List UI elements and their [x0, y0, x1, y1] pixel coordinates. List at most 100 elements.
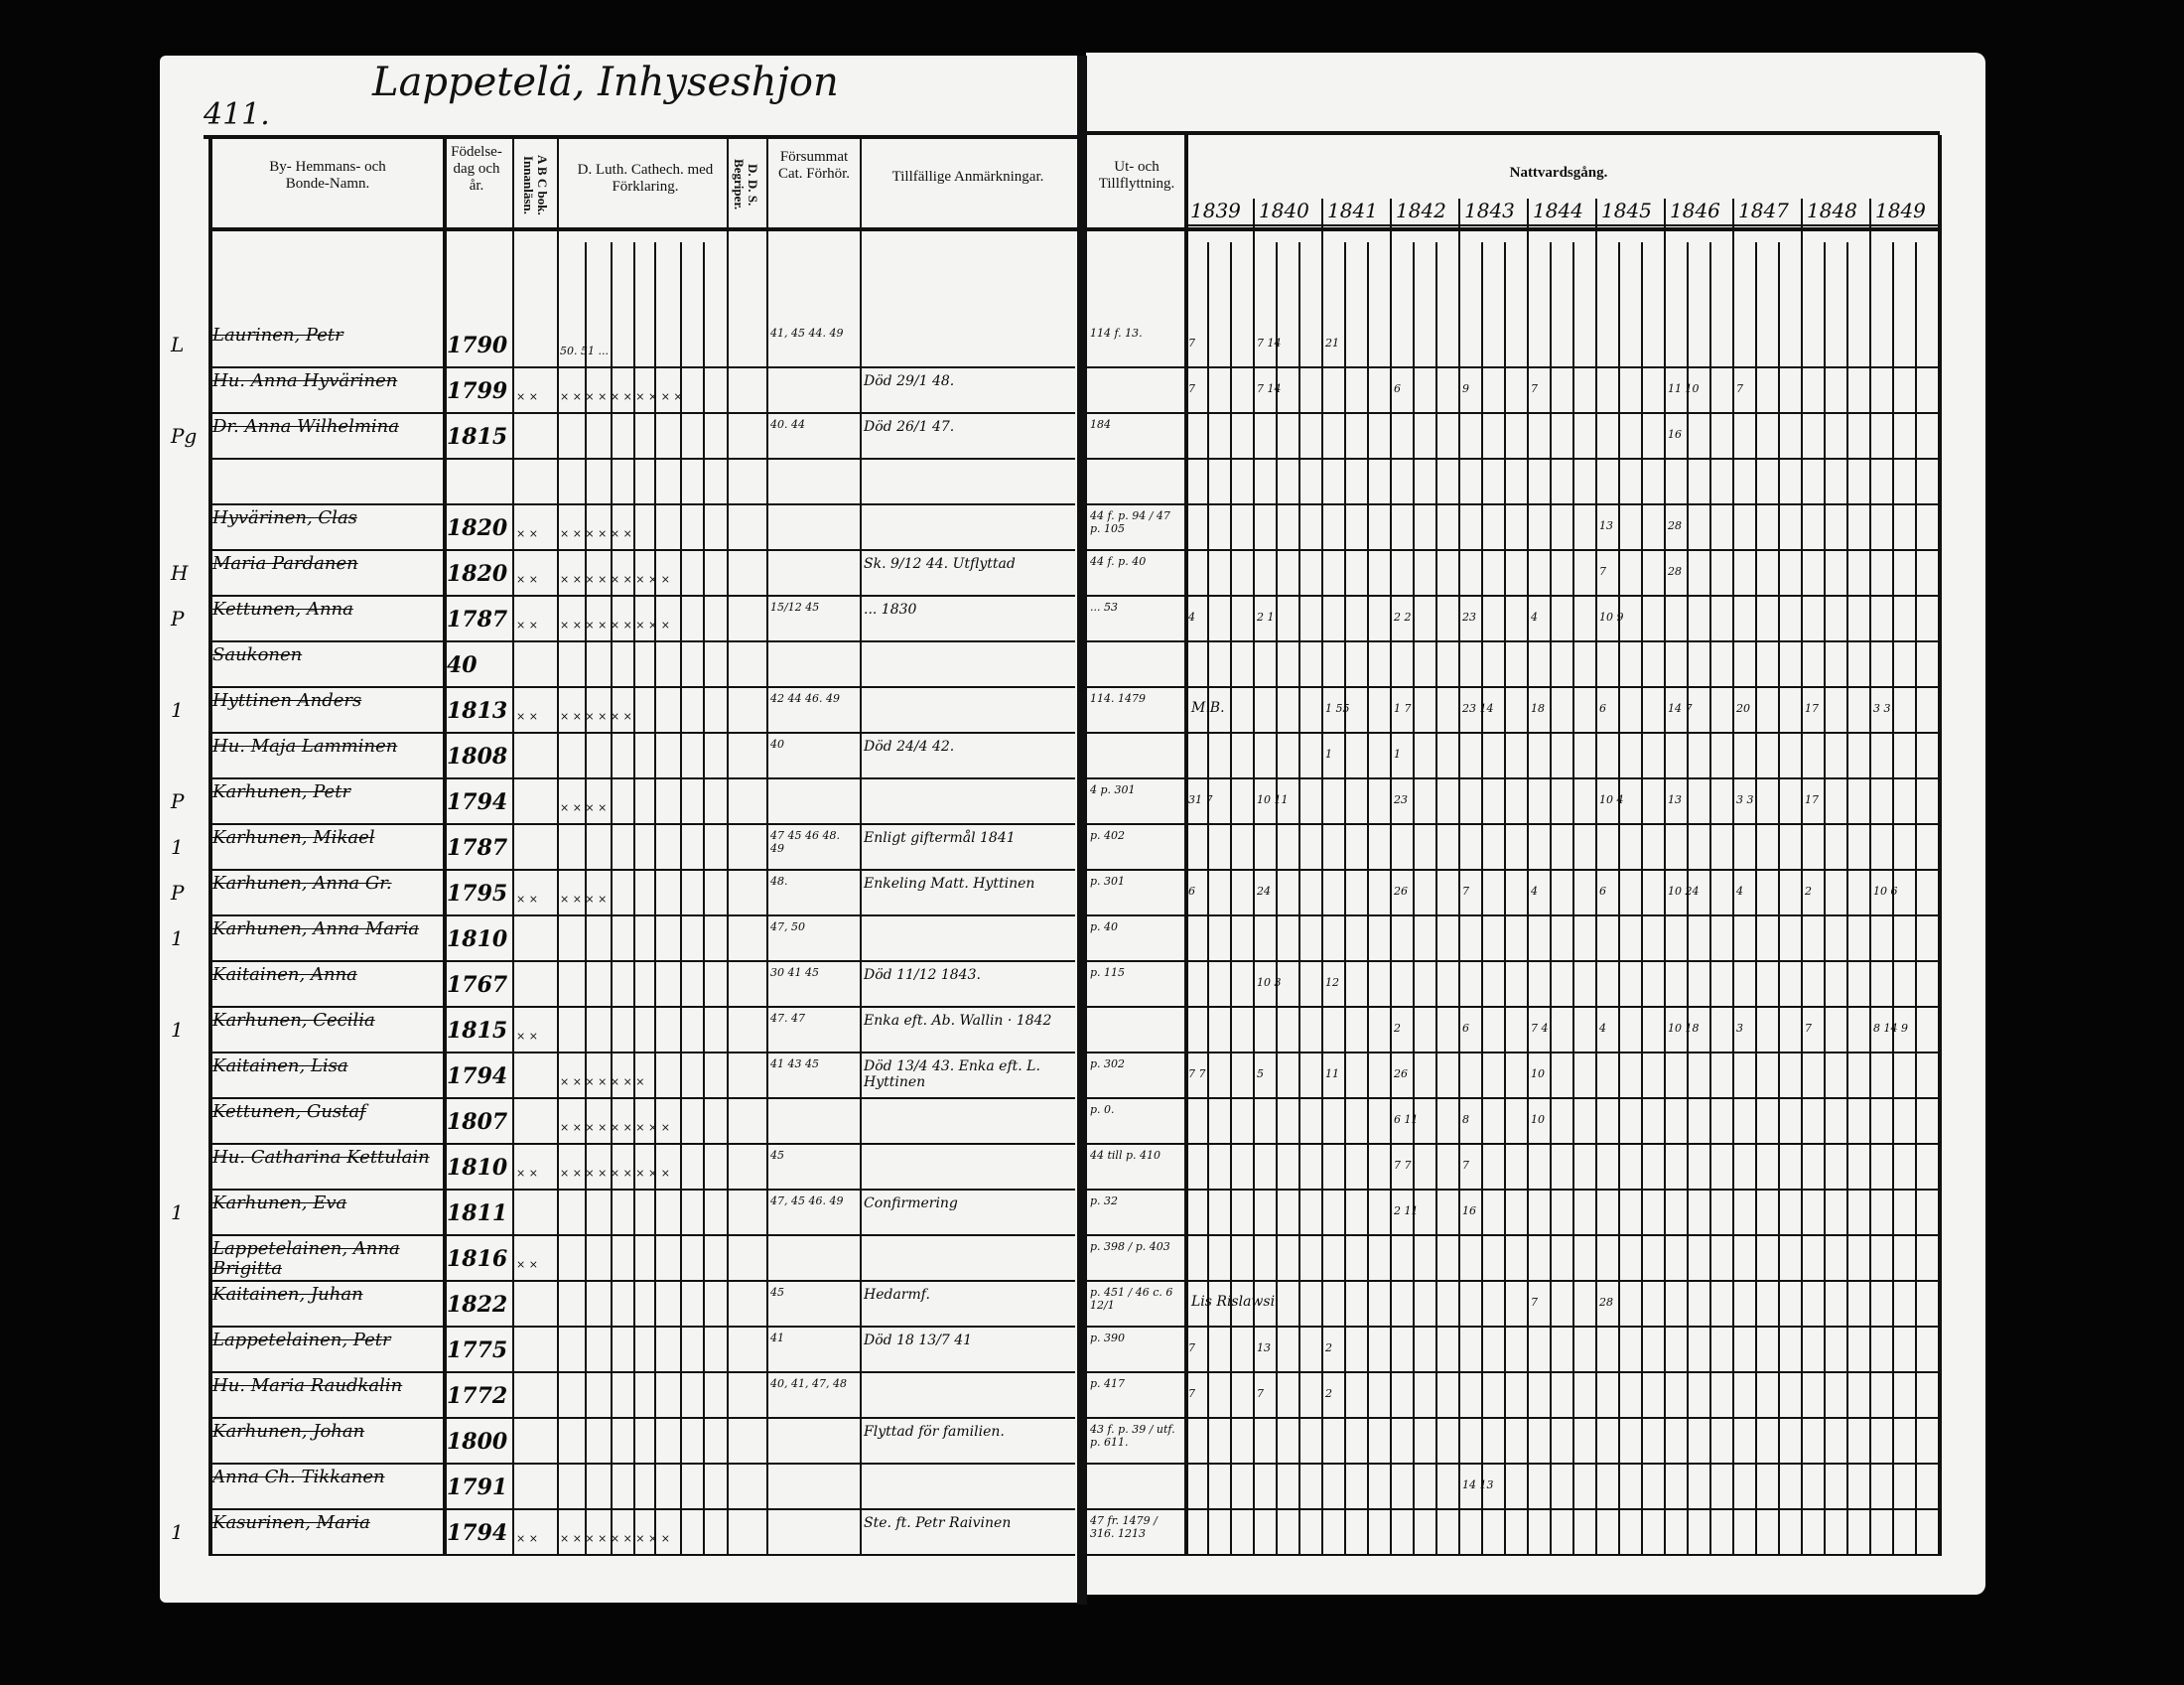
- header-bottom-rule: [208, 227, 1077, 231]
- person-name: Karhunen, Johan: [212, 1421, 365, 1442]
- missed-examination: 47, 50: [770, 920, 805, 933]
- birth-year: 1772: [447, 1383, 508, 1409]
- year-divider: [1664, 199, 1666, 1556]
- communion-mark: 10: [1531, 1067, 1545, 1080]
- move-note: 47 fr. 1479 / 316. 1213: [1090, 1514, 1158, 1540]
- row-rule: [208, 412, 1075, 414]
- abc-marks: × ×: [516, 893, 538, 906]
- communion-mark: 10: [1531, 1113, 1545, 1126]
- person-name: Karhunen, Anna Gr.: [212, 873, 392, 894]
- row-marker: Pg: [171, 424, 198, 448]
- year-divider: [1595, 199, 1597, 1556]
- column-divider: [443, 135, 447, 1556]
- row-rule: [208, 777, 1075, 779]
- catechism-marks: × × × ×: [560, 893, 608, 906]
- person-name: Karhunen, Mikael: [212, 827, 375, 848]
- book-gutter: [1077, 56, 1087, 1605]
- communion-mark: 10 3: [1257, 976, 1282, 989]
- communion-mark: 4: [1531, 611, 1538, 624]
- catechism-marks: × × × × × × × × ×: [560, 1167, 670, 1180]
- person-name: Kettunen, Gustaf: [212, 1101, 366, 1122]
- row-rule: [1086, 1234, 1938, 1236]
- row-rule: [1086, 1463, 1938, 1465]
- communion-mark: 23: [1394, 793, 1408, 806]
- row-rule: [208, 1234, 1075, 1236]
- row-marker: 1: [171, 926, 184, 950]
- missed-examination: 15/12 45: [770, 601, 820, 614]
- row-rule: [208, 1052, 1075, 1053]
- move-note: 43 f. p. 39 / utf. p. 611.: [1090, 1423, 1175, 1449]
- row-marker: 1: [171, 1018, 184, 1042]
- birth-year: 1820: [447, 561, 508, 587]
- column-divider: [727, 135, 729, 1556]
- birth-year: 1808: [447, 744, 508, 770]
- row-rule: [208, 1508, 1075, 1510]
- subcolumn-divider: [1892, 242, 1894, 1556]
- left-page: [160, 56, 1079, 1603]
- header-top-rule: [1086, 131, 1940, 135]
- row-rule: [208, 823, 1075, 825]
- header-bottom-rule: [1086, 227, 1938, 231]
- communion-mark: 7: [1599, 565, 1606, 578]
- page-number: 411.: [204, 97, 270, 132]
- abc-marks: × ×: [516, 1030, 538, 1043]
- communion-mark: 12: [1325, 976, 1339, 989]
- row-rule: [1086, 732, 1938, 734]
- communion-mark: 17: [1805, 793, 1819, 806]
- missed-examination: 40. 44: [770, 418, 805, 431]
- remark: Enligt giftermål 1841: [864, 830, 1016, 846]
- birth-year: 1787: [447, 835, 508, 861]
- move-note: p. 115: [1090, 966, 1126, 979]
- person-name: Lappetelainen, Petr: [212, 1330, 391, 1350]
- communion-mark: 7: [1462, 1159, 1469, 1172]
- birth-year: 1794: [447, 789, 508, 815]
- communion-mark: 7: [1188, 1387, 1195, 1400]
- birth-year: 1800: [447, 1429, 508, 1455]
- year-header: 1848: [1807, 199, 1857, 222]
- communion-mark: 13: [1257, 1341, 1271, 1354]
- communion-mark: 31 7: [1188, 793, 1213, 806]
- missed-examination: 47. 47: [770, 1012, 805, 1025]
- subcolumn-divider: [680, 242, 682, 1556]
- communion-mark: 1 55: [1325, 702, 1350, 715]
- row-rule: [1086, 366, 1938, 368]
- year-header: 1846: [1670, 199, 1720, 222]
- subcolumn-divider: [1824, 242, 1826, 1556]
- column-divider: [766, 135, 768, 1556]
- subcolumn-divider: [1298, 242, 1300, 1556]
- row-rule: [208, 1371, 1075, 1373]
- person-name: Dr. Anna Wilhelmina: [212, 416, 399, 437]
- row-rule: [208, 640, 1075, 642]
- year-divider: [1527, 199, 1529, 1556]
- header-name: By- Hemmans- och Bonde-Namn.: [269, 159, 386, 192]
- row-rule: [208, 1280, 1075, 1282]
- communion-mark: 3 3: [1873, 702, 1891, 715]
- row-rule: [208, 1417, 1075, 1419]
- column-divider: [512, 135, 514, 1556]
- year-header: 1849: [1875, 199, 1926, 222]
- row-rule: [208, 686, 1075, 688]
- row-rule: [1086, 960, 1938, 962]
- birth-year: 1822: [447, 1292, 508, 1318]
- communion-mark: 8: [1462, 1113, 1469, 1126]
- missed-examination: 40, 41, 47, 48: [770, 1377, 847, 1390]
- communion-mark: 20: [1736, 702, 1750, 715]
- row-rule: [208, 1554, 1075, 1556]
- communion-mark: 28: [1668, 565, 1682, 578]
- communion-mark: 6 11: [1394, 1113, 1419, 1126]
- missed-examination: 42 44 46. 49: [770, 692, 840, 705]
- row-marker: P: [171, 881, 185, 905]
- year-header: 1840: [1259, 199, 1309, 222]
- person-name: Karhunen, Anna Maria: [212, 918, 420, 939]
- year-header: 1841: [1327, 199, 1378, 222]
- catechism-marks: × × × × × × × × ×: [560, 619, 670, 632]
- row-rule: [1086, 1554, 1938, 1556]
- birth-year: 1794: [447, 1520, 508, 1546]
- person-name: Karhunen, Eva: [212, 1193, 347, 1213]
- catechism-marks: × × × × × × × × ×: [560, 1121, 670, 1134]
- missed-examination: 40: [770, 738, 784, 751]
- person-name: Anna Ch. Tikkanen: [212, 1467, 385, 1487]
- header-remarks: Tillfällige Anmärkningar.: [891, 169, 1044, 185]
- remark: Sk. 9/12 44. Utflyttad: [864, 556, 1016, 572]
